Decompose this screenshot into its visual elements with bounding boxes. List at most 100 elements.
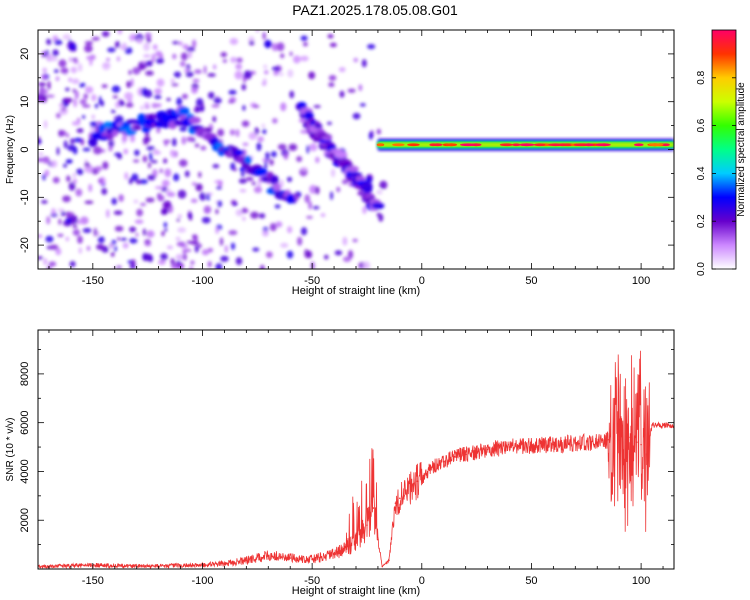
spectrogram-x-tick-label: 100	[632, 275, 650, 287]
spectral-speckle	[163, 158, 168, 164]
spectral-speckle	[143, 253, 153, 262]
spectral-speckle	[262, 78, 267, 85]
spectral-speckle	[362, 206, 367, 215]
spectral-speckle	[38, 157, 44, 163]
spectral-speckle	[178, 41, 183, 46]
spectral-speckle	[65, 236, 70, 242]
spectral-speckle	[164, 228, 168, 232]
spectral-speckle	[111, 109, 116, 114]
snr-point	[377, 538, 379, 541]
spectral-speckle	[306, 145, 310, 154]
spectral-speckle	[376, 190, 383, 195]
spectral-speckle	[48, 261, 57, 267]
spectral-speckle	[361, 59, 367, 68]
spectral-speckle	[232, 202, 238, 207]
spectral-speckle	[142, 137, 152, 142]
spectral-speckle	[261, 123, 266, 128]
spectral-speckle	[314, 186, 320, 195]
spectral-speckle	[66, 211, 70, 219]
snr-x-tick-label: 0	[419, 575, 425, 587]
spectral-speckle	[147, 162, 152, 169]
spectrogram-y-tick-label: 20	[19, 48, 31, 60]
spectral-speckle	[66, 159, 73, 163]
spectral-speckle	[286, 176, 293, 182]
spectrogram-plot-area	[38, 30, 674, 269]
snr-y-tick-label: 8000	[19, 362, 31, 386]
spectral-speckle	[146, 37, 151, 44]
spectral-speckle	[280, 53, 285, 59]
spectral-speckle	[51, 208, 56, 215]
spectral-speckle	[234, 70, 243, 80]
spectral-speckle	[271, 66, 280, 71]
spectrogram-x-tick-label: -50	[304, 275, 320, 287]
spectral-speckle	[259, 264, 265, 269]
spectral-speckle	[113, 245, 117, 252]
spectral-speckle	[46, 94, 55, 98]
snr-point	[486, 448, 489, 451]
spectral-speckle	[328, 82, 335, 87]
spectral-speckle	[89, 121, 98, 128]
spectral-speckle	[120, 237, 127, 242]
spectral-speckle	[276, 42, 285, 52]
spectral-speckle	[55, 112, 61, 119]
spectral-speckle	[63, 140, 68, 149]
spectral-arc-blob	[102, 121, 114, 129]
spectral-speckle	[43, 119, 48, 129]
spectral-speckle	[55, 247, 62, 256]
spectral-speckle	[84, 44, 93, 53]
spectral-speckle	[110, 252, 115, 257]
snr-point	[442, 460, 445, 463]
spectral-speckle	[184, 170, 190, 178]
spectral-speckle	[91, 114, 95, 120]
spectral-speckle	[164, 168, 172, 178]
carrier-peak	[519, 143, 535, 147]
spectral-speckle	[217, 128, 225, 137]
spectral-speckle	[72, 146, 78, 155]
spectral-speckle	[64, 97, 73, 103]
spectral-speckle	[207, 260, 212, 268]
spectral-speckle	[59, 103, 64, 107]
spectral-speckle	[72, 229, 81, 236]
spectral-speckle	[117, 30, 123, 35]
spectral-speckle	[326, 121, 332, 125]
spectral-speckle	[293, 55, 301, 64]
spectral-speckle	[155, 58, 165, 64]
spectral-arc-blob	[270, 175, 279, 186]
spectral-speckle	[114, 41, 121, 48]
spectral-speckle	[84, 40, 94, 45]
spectral-speckle	[77, 63, 83, 72]
spectral-speckle	[156, 78, 165, 87]
spectral-speckle	[280, 102, 287, 112]
snr-point	[146, 565, 149, 567]
spectral-speckle	[122, 242, 129, 249]
spectral-speckle	[45, 235, 54, 243]
spectral-speckle	[139, 179, 148, 185]
spectral-speckle	[201, 249, 210, 256]
spectral-speckle	[154, 94, 162, 100]
snr-point	[416, 480, 419, 483]
spectral-speckle	[43, 258, 48, 266]
spectral-speckle	[117, 236, 121, 241]
spectral-speckle	[38, 152, 44, 157]
spectral-speckle	[176, 97, 183, 107]
spectral-speckle	[146, 230, 155, 238]
spectral-speckle	[347, 88, 356, 93]
spectrogram-y-tick-label: 10	[19, 96, 31, 108]
spectral-speckle	[68, 42, 77, 51]
spectral-speckle	[230, 56, 237, 63]
spectral-speckle	[203, 205, 212, 214]
spectral-speckle	[145, 197, 155, 203]
spectral-speckle	[52, 49, 59, 57]
spectral-speckle	[38, 86, 46, 96]
spectral-arc-blob	[133, 125, 142, 131]
snr-x-tick-label: 100	[632, 575, 650, 587]
spectral-speckle	[78, 247, 82, 254]
spectral-speckle	[172, 41, 180, 45]
snr-point	[607, 438, 610, 441]
spectral-speckle	[58, 59, 67, 68]
spectral-speckle	[108, 145, 113, 152]
spectral-speckle	[42, 156, 50, 164]
spectral-speckle	[323, 254, 329, 260]
